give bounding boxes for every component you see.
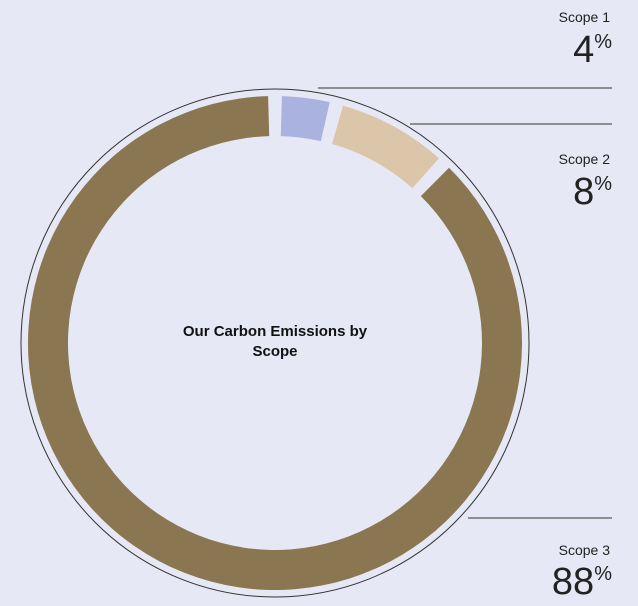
donut-segment — [332, 105, 439, 189]
inner-hole — [68, 136, 482, 550]
value-label: 4% — [573, 29, 612, 71]
outline-ring — [20, 88, 530, 598]
legend-label: Scope 3 — [559, 542, 611, 558]
donut-segment — [280, 96, 330, 142]
legend-label: Scope 1 — [559, 9, 611, 25]
value-label: 8% — [573, 171, 612, 213]
value-label: 88% — [552, 561, 612, 603]
chart-title: Our Carbon Emissions by Scope — [182, 323, 368, 360]
legend-label: Scope 2 — [559, 151, 611, 167]
